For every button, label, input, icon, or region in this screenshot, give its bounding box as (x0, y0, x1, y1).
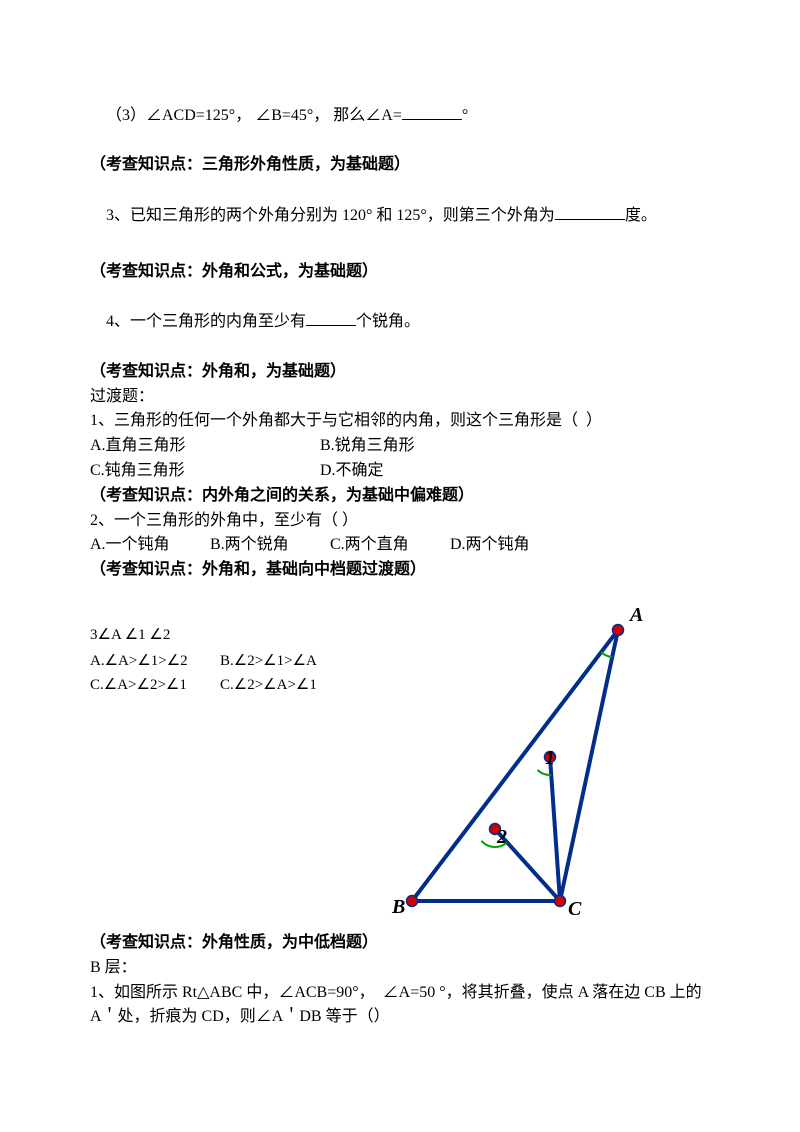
transition-title: 过渡题： (90, 385, 710, 410)
q3: 3、已知三角形的两个外角分别为 120° 和 125°，则第三个外角为 度。 (90, 178, 710, 253)
kp-3: （考查知识点：外角和，为基础题） (90, 360, 710, 385)
kp-6: （考查知识点：外角性质，为中低档题） (90, 931, 710, 956)
triangle-diagram: A B C 1 2 (350, 601, 670, 931)
t2-stem: 2、一个三角形的外角中，至少有（ ） (90, 509, 710, 534)
q3-prefix: 3、已知三角形的两个外角分别为 120° 和 125°，则第三个外角为 (106, 207, 555, 224)
t2-opt-d: D.两个钝角 (450, 533, 570, 558)
t3-opt-b: B.∠2>∠1>∠A (220, 649, 350, 673)
t3-opts-row2: C.∠A>∠2>∠1 C.∠2>∠A>∠1 (90, 673, 350, 697)
t3-opts-row1: A.∠A>∠1>∠2 B.∠2>∠1>∠A (90, 649, 350, 673)
q4-suffix: 个锐角。 (356, 313, 420, 330)
page-root: （3）∠ACD=125°， ∠B=45°， 那么∠A= ° （考查知识点：三角形外… (0, 0, 800, 1030)
t2-opt-a: A.一个钝角 (90, 533, 210, 558)
b-level-title: B 层： (90, 956, 710, 981)
blank-1 (402, 103, 462, 120)
kp-4: （考查知识点：内外角之间的关系，为基础中偏难题） (90, 484, 710, 509)
q-prev-3: （3）∠ACD=125°， ∠B=45°， 那么∠A= ° (90, 78, 710, 153)
svg-text:1: 1 (545, 747, 555, 769)
t1-opt-a: A.直角三角形 (90, 434, 320, 459)
b1: 1、如图所示 Rt△ABC 中，∠ACB=90°， ∠A=50 °，将其折叠，使… (90, 981, 710, 1031)
t2-opts: A.一个钝角 B.两个锐角 C.两个直角 D.两个钝角 (90, 533, 710, 558)
t2-opt-b: B.两个锐角 (210, 533, 330, 558)
t1-opts-row2: C.钝角三角形 D.不确定 (90, 459, 710, 484)
kp-5: （考查知识点：外角和，基础向中档题过渡题） (90, 558, 710, 583)
kp-2: （考查知识点：外角和公式，为基础题） (90, 260, 710, 285)
t2-opt-c: C.两个直角 (330, 533, 450, 558)
t1-opts-row1: A.直角三角形 B.锐角三角形 (90, 434, 710, 459)
q-prev-3-suffix: ° (462, 107, 468, 124)
t3-opt-c1: C.∠A>∠2>∠1 (90, 673, 220, 697)
kp-1: （考查知识点：三角形外角性质，为基础题） (90, 153, 710, 178)
q-prev-3-prefix: （3）∠ACD=125°， ∠B=45°， 那么∠A= (106, 107, 402, 124)
t3-opt-a: A.∠A>∠1>∠2 (90, 649, 220, 673)
blank-3 (306, 309, 356, 326)
blank-2 (555, 203, 625, 220)
svg-text:A: A (628, 604, 643, 626)
t3-textcol: 3⁡⁡⁡⁡∠A⁡ ∠1⁡ ∠2⁡⁡⁡⁡⁡⁡⁡⁡ ⁡ A.∠A>∠1>∠2 B.∠… (90, 601, 350, 697)
svg-text:2: 2 (496, 826, 507, 848)
t1-opt-c: C.钝角三角形 (90, 459, 320, 484)
svg-text:C: C (568, 898, 582, 920)
t3-row: 3⁡⁡⁡⁡∠A⁡ ∠1⁡ ∠2⁡⁡⁡⁡⁡⁡⁡⁡ ⁡ A.∠A>∠1>∠2 B.∠… (90, 601, 710, 931)
t1-stem: 1、三角形的任何一个外角都大于与它相邻的内角，则这个三角形是（ ） (90, 409, 710, 434)
q4-prefix: 4、一个三角形的内角至少有 (106, 313, 306, 330)
q4: 4、一个三角形的内角至少有 个锐角。 (90, 284, 710, 359)
t1-opt-b: B.锐角三角形 (320, 434, 415, 459)
t1-opt-d: D.不确定 (320, 459, 384, 484)
q3-suffix: 度。 (625, 207, 657, 224)
svg-text:B: B (391, 896, 405, 918)
t3-opt-c2: C.∠2>∠A>∠1 (220, 673, 350, 697)
t3-stem: 3⁡⁡⁡⁡∠A⁡ ∠1⁡ ∠2⁡⁡⁡⁡⁡⁡⁡⁡ ⁡ (90, 623, 350, 647)
